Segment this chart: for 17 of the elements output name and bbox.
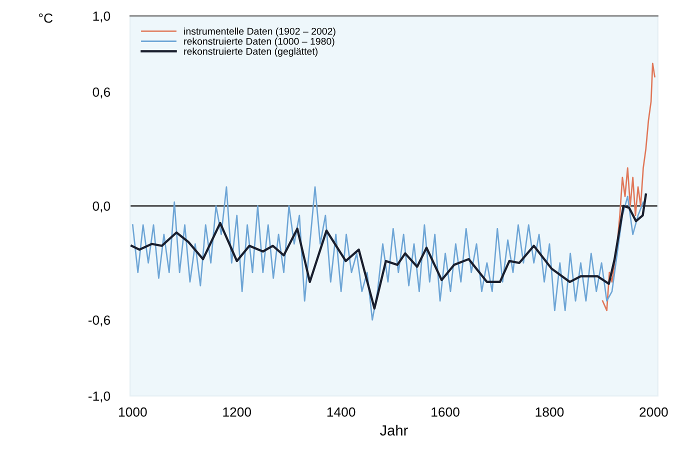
x-tick-label: 1200 — [223, 407, 252, 417]
y-tick-label: 0,0 — [92, 201, 110, 212]
y-tick-label: -0,6 — [88, 315, 110, 326]
x-tick-label: 1400 — [327, 407, 356, 417]
x-tick-label: 1600 — [432, 407, 460, 417]
y-tick-label: -1,0 — [88, 391, 110, 402]
y-axis-title: °C — [39, 13, 53, 23]
x-tick-label: 1000 — [119, 407, 147, 417]
y-tick-label: 1,0 — [93, 11, 110, 22]
legend-label: rekonstruierte Daten (geglättet) — [184, 48, 318, 57]
legend-label: rekonstruierte Daten (1000 – 1980) — [184, 38, 334, 47]
y-tick-label: 0,6 — [92, 87, 110, 98]
legend-label: instrumentelle Daten (1902 – 2002) — [184, 28, 336, 37]
line-series — [602, 62, 656, 312]
x-axis-title: Jahr — [380, 424, 408, 436]
x-tick-label: 2000 — [640, 407, 668, 417]
x-tick-label: 1800 — [536, 407, 564, 417]
